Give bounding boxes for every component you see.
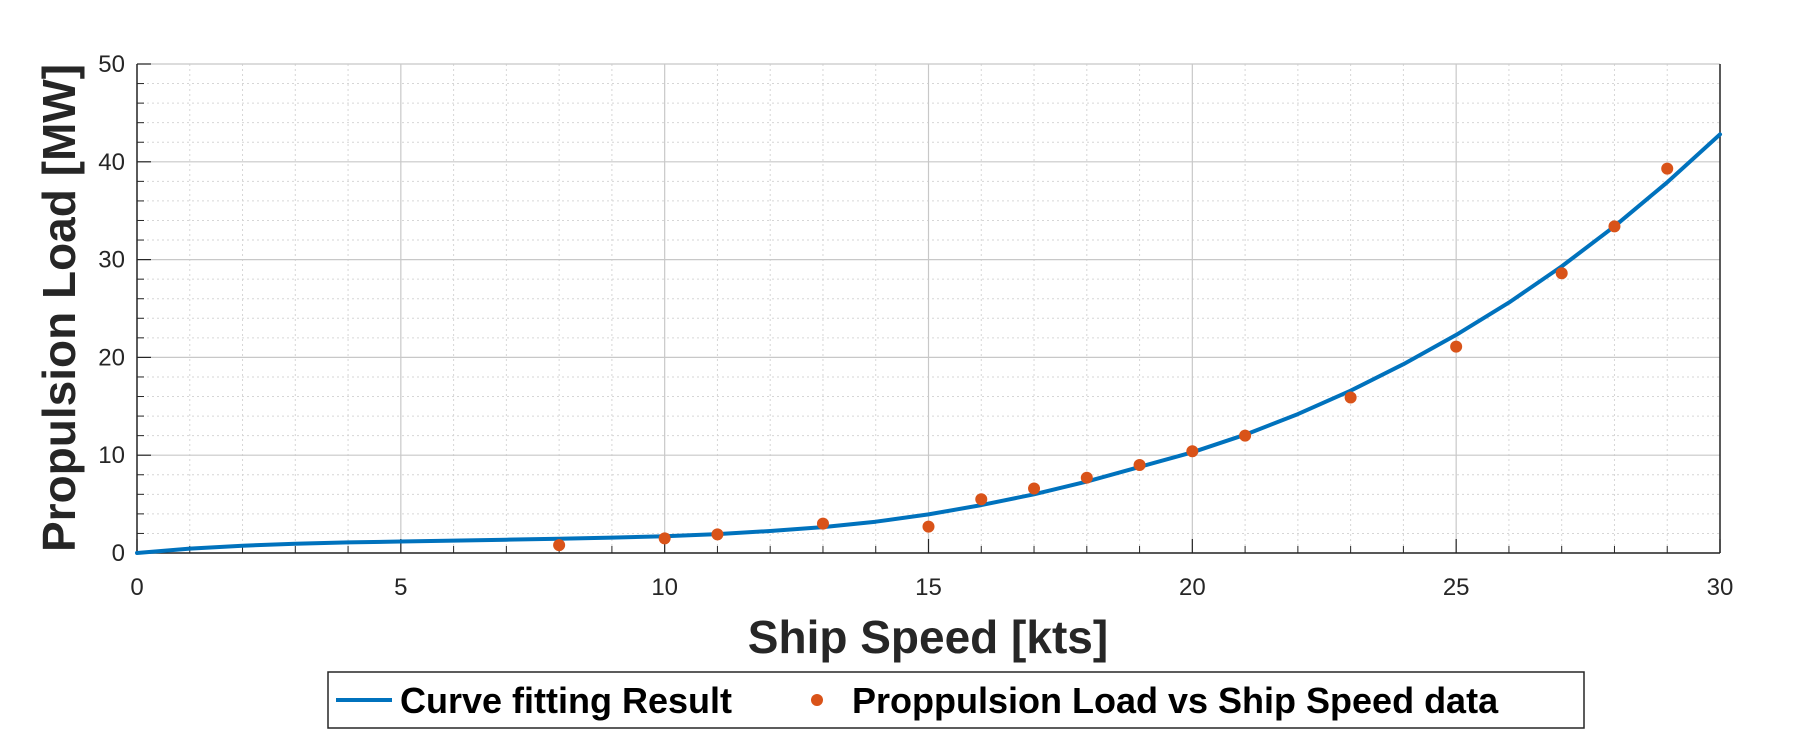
data-point bbox=[1186, 445, 1199, 458]
data-point bbox=[1608, 220, 1621, 233]
legend: Curve fitting Result Proppulsion Load vs… bbox=[327, 671, 1585, 729]
x-tick-label: 0 bbox=[130, 574, 143, 601]
y-tick-label: 10 bbox=[98, 442, 125, 469]
x-tick-label: 15 bbox=[915, 574, 942, 601]
data-point bbox=[975, 493, 988, 506]
x-tick-label: 20 bbox=[1179, 574, 1206, 601]
data-point bbox=[1133, 458, 1146, 471]
data-point bbox=[1450, 340, 1463, 353]
y-tick-label: 50 bbox=[98, 51, 125, 78]
legend-box bbox=[327, 671, 1585, 729]
data-point bbox=[1080, 471, 1093, 484]
x-tick-label: 10 bbox=[651, 574, 678, 601]
y-tick-label: 20 bbox=[98, 344, 125, 371]
series-line-curve-fit bbox=[135, 132, 1722, 555]
data-point bbox=[1239, 429, 1252, 442]
y-tick-label: 40 bbox=[98, 149, 125, 176]
data-point bbox=[1028, 482, 1041, 495]
series-layer bbox=[135, 132, 1722, 555]
data-point bbox=[816, 517, 829, 530]
y-axis-title: Propulsion Load [MW] bbox=[33, 64, 85, 552]
x-tick-label: 25 bbox=[1443, 574, 1470, 601]
x-tick-label: 30 bbox=[1707, 574, 1734, 601]
data-point bbox=[922, 520, 935, 533]
data-point bbox=[658, 532, 671, 545]
data-point bbox=[553, 539, 566, 552]
x-axis-title: Ship Speed [kts] bbox=[748, 611, 1108, 663]
legend-marker-swatch bbox=[811, 694, 823, 706]
legend-label-curve: Curve fitting Result bbox=[400, 680, 732, 721]
y-tick-label: 0 bbox=[112, 540, 125, 567]
data-point bbox=[1661, 162, 1674, 175]
y-tick-label: 30 bbox=[98, 247, 125, 274]
x-tick-label: 5 bbox=[394, 574, 407, 601]
data-point bbox=[1344, 391, 1357, 404]
data-point bbox=[1555, 267, 1568, 280]
tick-labels: 0 5 10 15 20 25 30 0 10 20 30 40 50 bbox=[98, 51, 1733, 601]
data-point bbox=[711, 528, 724, 541]
legend-label-data: Proppulsion Load vs Ship Speed data bbox=[852, 680, 1499, 721]
